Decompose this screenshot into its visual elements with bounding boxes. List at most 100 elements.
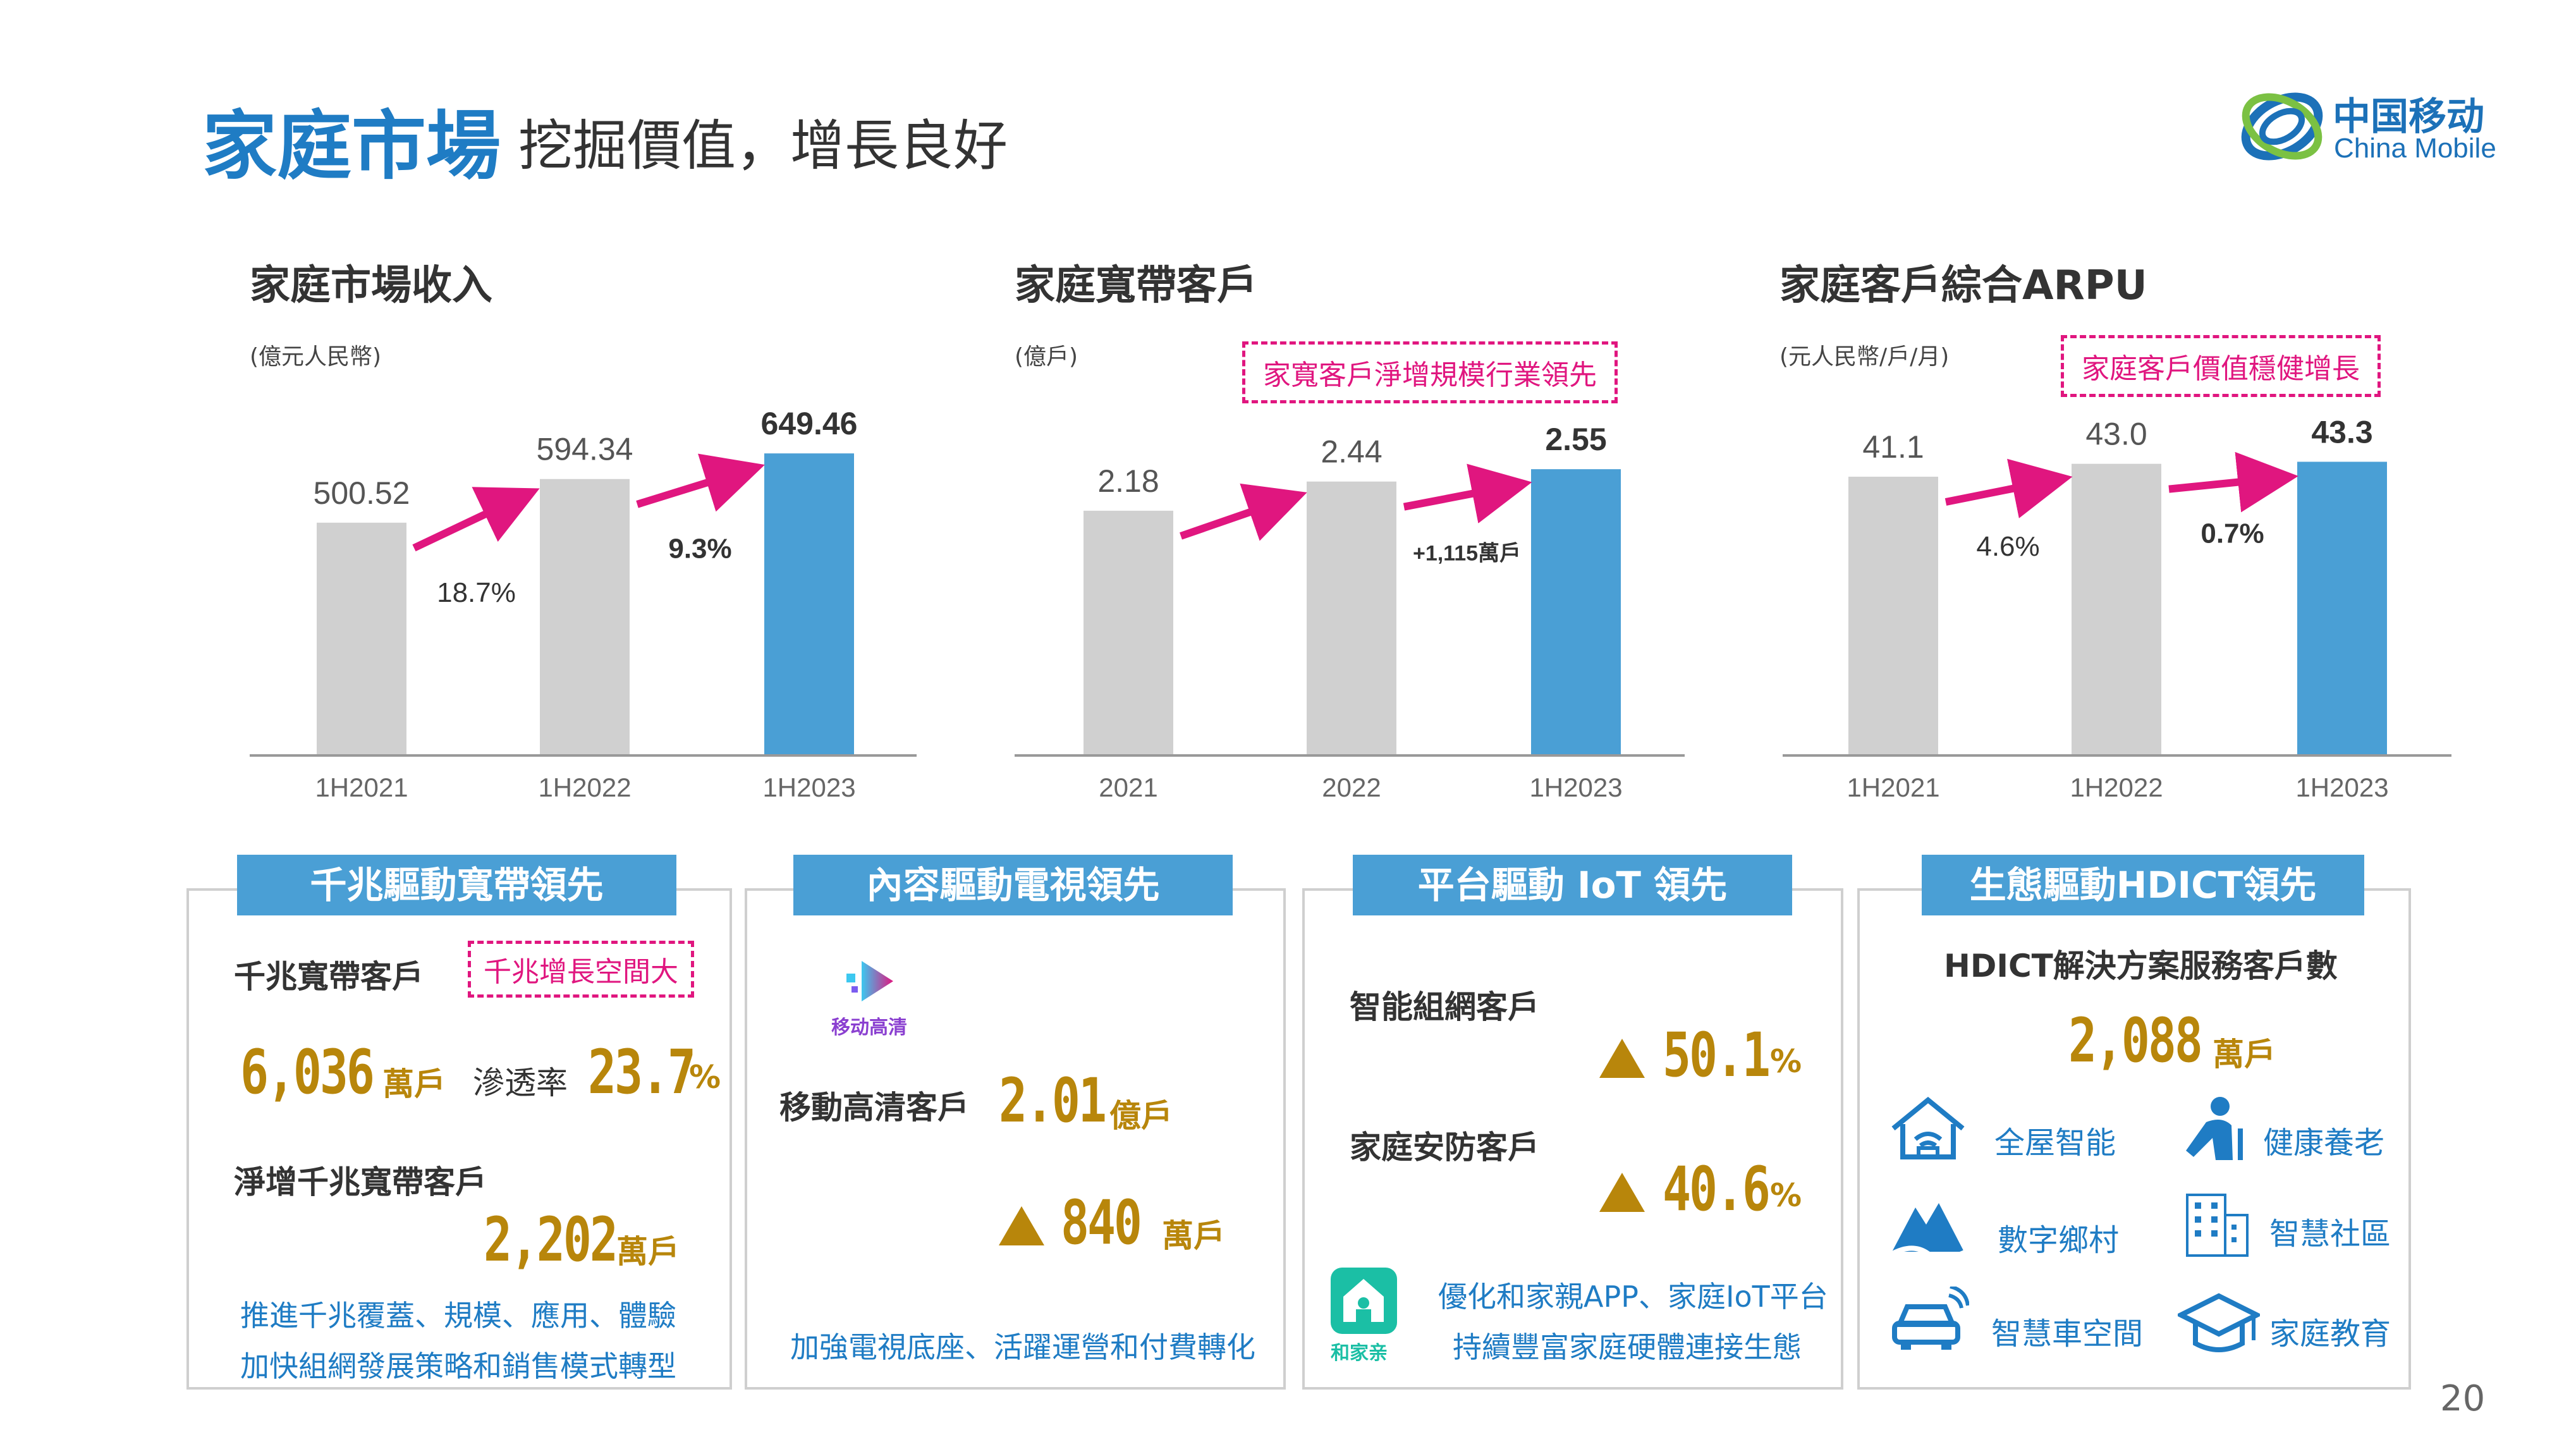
chart3-value-label-3: 43.3 <box>2311 414 2372 449</box>
panel-tv <box>745 888 1286 1390</box>
chart2-growth-arrow-2 <box>1403 463 1532 523</box>
hdict-item-smart-home: 全屋智能 <box>1994 1125 2116 1161</box>
home-security-label: 家庭安防客戶 <box>1350 1129 1539 1166</box>
mobile-hd-customers-label: 移動高清客戶 <box>779 1089 969 1126</box>
penetration-label: 滲透率 <box>473 1065 568 1101</box>
chart3-value-label-1: 41.1 <box>1862 429 1924 465</box>
chart2-unit: (億戶) <box>1015 344 1078 370</box>
bar-charts: 500.52 1H2021 594.34 1H2022 649.46 1H2023 18.7… <box>250 406 2451 802</box>
gigabit-customers-value: 6,036 <box>240 1037 375 1108</box>
chart3-callout: 家庭客戶價值穩健增長 <box>2061 335 2381 397</box>
smart-network-label: 智能組網客戶 <box>1350 989 1539 1025</box>
gigabit-callout: 千兆增長空間大 <box>468 941 694 998</box>
chart3-unit: (元人民幣/戶/月) <box>1779 344 1950 370</box>
hdict-item-smart-community: 智慧社區 <box>2269 1216 2391 1252</box>
village-icon <box>1889 1203 1967 1261</box>
chart1-bar-1 <box>317 522 406 755</box>
chart3-value-label-2: 43.0 <box>2085 417 2147 452</box>
iot-note-2: 持續豐富家庭硬體連接生態 <box>1453 1330 1802 1364</box>
gigabit-note-2: 加快組網發展策略和銷售模式轉型 <box>240 1349 676 1383</box>
net-gigabit-unit: 萬戶 <box>616 1233 680 1270</box>
chart2-category-label-2: 2022 <box>1322 773 1381 802</box>
page-number: 20 <box>2440 1378 2486 1419</box>
smart-network-up-icon <box>1599 1039 1645 1078</box>
chart1-category-label-1: 1H2021 <box>315 773 408 802</box>
chart1-growth-label-2: 9.3% <box>668 534 731 565</box>
community-icon <box>2186 1194 2249 1257</box>
chart2-value-label-3: 2.55 <box>1545 422 1606 457</box>
mobile-hd-app-icon <box>846 961 893 1001</box>
chart3-bar-3 <box>2297 462 2387 755</box>
page-title: 家庭市場 <box>202 102 501 190</box>
home-security-value: 40.6 <box>1663 1154 1771 1225</box>
smart-network-value: 50.1 <box>1663 1020 1771 1091</box>
chart3-bar-2 <box>2072 463 2161 755</box>
hdict-customers-unit: 萬戶 <box>2213 1036 2276 1073</box>
penetration-unit: % <box>689 1059 721 1096</box>
net-gigabit-label: 淨增千兆寬帶客戶 <box>234 1164 487 1201</box>
chart2-value-label-1: 2.18 <box>1097 463 1159 499</box>
chart1-value-label-1: 500.52 <box>314 475 410 511</box>
chart3-growth-label-2: 0.7% <box>2201 518 2264 549</box>
increase-arrow-icon <box>999 1206 1044 1245</box>
chart1-title: 家庭市場收入 <box>250 262 492 309</box>
chart3-category-label-1: 1H2021 <box>1847 773 1939 802</box>
logo-mark-icon <box>2241 92 2323 161</box>
hdict-item-smart-car: 智慧車空間 <box>1991 1316 2144 1352</box>
smart-network-unit: % <box>1770 1043 1802 1080</box>
chart1-growth-label-1: 18.7% <box>437 577 516 608</box>
home-security-unit: % <box>1770 1177 1802 1214</box>
panel-hdict-heading: 生態驅動HDICT領先 <box>1922 855 2364 915</box>
smart-home-icon <box>1891 1096 1965 1159</box>
chart1-bar-3 <box>764 453 854 755</box>
hdict-item-family-education: 家庭教育 <box>2269 1316 2391 1352</box>
gigabit-note-1: 推進千兆覆蓋、規模、應用、體驗 <box>240 1299 676 1333</box>
gigabit-customers-unit: 萬戶 <box>382 1066 446 1103</box>
chart1-growth-arrow-2 <box>636 453 765 512</box>
mobile-hd-increase-unit: 萬戶 <box>1162 1218 1225 1254</box>
car-icon <box>1892 1287 1969 1350</box>
home-security-up-icon <box>1599 1173 1645 1212</box>
page-subtitle: 挖掘價值，增長良好 <box>518 114 1008 178</box>
chart1-category-label-2: 1H2022 <box>538 773 631 802</box>
chart3-growth-arrow-2 <box>2168 451 2298 513</box>
chart2-growth-arrow-1 <box>1180 483 1307 541</box>
chart1-growth-arrow-1 <box>412 487 540 552</box>
elderly-care-icon <box>2186 1097 2243 1160</box>
chart2-category-label-3: 1H2023 <box>1529 773 1622 802</box>
hejiaqin-app-name: 和家亲 <box>1331 1342 1388 1364</box>
education-icon <box>2178 1293 2260 1352</box>
mobile-hd-app-name: 移动高清 <box>831 1017 907 1039</box>
mobile-hd-increase-value: 840 <box>1061 1187 1142 1258</box>
logo-text-en: China Mobile <box>2334 133 2496 164</box>
tv-note: 加強電視底座、活躍運營和付費轉化 <box>790 1330 1255 1364</box>
penetration-value: 23.7 <box>588 1037 696 1108</box>
net-gigabit-value: 2,202 <box>484 1204 618 1275</box>
chart3-growth-arrow-1 <box>1944 458 2073 518</box>
hdict-customers-value: 2,088 <box>2068 1005 2203 1076</box>
chart3-category-label-3: 1H2023 <box>2295 773 2388 802</box>
chart2-title: 家庭寬帶客戶 <box>1015 262 1257 309</box>
chart1-value-label-2: 594.34 <box>537 432 633 467</box>
chart2-callout: 家寬客戶淨增規模行業領先 <box>1242 341 1618 403</box>
chart3-growth-label-1: 4.6% <box>1976 531 2039 562</box>
logo-text-cn: 中国移动 <box>2333 95 2484 139</box>
chart2-category-label-1: 2021 <box>1099 773 1157 802</box>
panel-iot-heading: 平台驅動 IoT 領先 <box>1353 855 1792 915</box>
chart3-bar-1 <box>1848 477 1938 755</box>
chart1-value-label-3: 649.46 <box>761 406 858 441</box>
gigabit-customers-label: 千兆寬帶客戶 <box>234 958 424 995</box>
mobile-hd-customers-unit: 億戶 <box>1109 1097 1173 1134</box>
chart1-category-label-3: 1H2023 <box>762 773 855 802</box>
hdict-item-digital-village: 數字鄉村 <box>1998 1223 2120 1258</box>
panel-gigabit-heading: 千兆驅動寬帶領先 <box>237 855 676 915</box>
chart3-category-label-2: 1H2022 <box>2070 773 2163 802</box>
chart2-bar-1 <box>1084 510 1173 755</box>
chart2-bar-3 <box>1531 469 1621 755</box>
chart1-bar-2 <box>540 479 630 755</box>
panel-tv-heading: 內容驅動電視領先 <box>793 855 1233 915</box>
chart2-value-label-2: 2.44 <box>1321 434 1382 470</box>
chart1-unit: (億元人民幣) <box>250 344 382 370</box>
chart2-growth-label-2: +1,115萬戶 <box>1413 542 1521 566</box>
mobile-hd-customers-value: 2.01 <box>999 1065 1107 1136</box>
